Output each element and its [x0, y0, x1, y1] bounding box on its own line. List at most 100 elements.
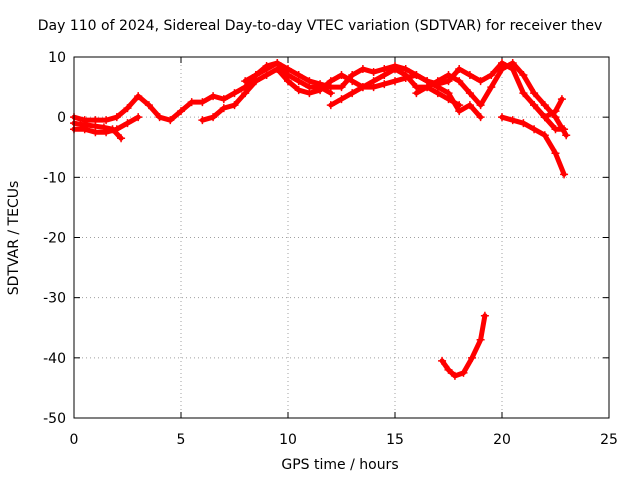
- data-point: [476, 113, 485, 122]
- data-point: [177, 107, 185, 116]
- data-point: [134, 92, 143, 101]
- data-point: [337, 95, 346, 104]
- data-point: [91, 116, 100, 125]
- data-point: [305, 77, 314, 86]
- data-point: [476, 101, 485, 110]
- y-tick-label: -20: [43, 231, 66, 247]
- y-tick-label: -50: [43, 411, 66, 427]
- x-axis-label: GPS time / hours: [281, 457, 399, 473]
- data-point: [468, 353, 477, 362]
- data-point: [391, 62, 399, 71]
- data-point: [369, 83, 378, 92]
- data-point: [519, 119, 528, 128]
- data-point: [102, 128, 111, 137]
- data-point: [423, 83, 432, 92]
- data-point: [465, 101, 474, 110]
- data-point: [241, 77, 250, 86]
- data-point: [219, 104, 228, 113]
- data-point: [209, 92, 218, 101]
- data-point: [459, 368, 468, 377]
- data-point: [348, 89, 357, 98]
- data-point: [251, 71, 260, 80]
- data-point: [444, 89, 453, 98]
- data-point: [412, 71, 421, 80]
- data-point: [134, 113, 143, 122]
- data-point: [444, 71, 453, 80]
- axis-ticks: 0 5 10 15 20 25 -50 -40 -30 -20 -10 0 10: [43, 50, 618, 448]
- chart-title: Day 110 of 2024, Sidereal Day-to-day VTE…: [37, 18, 603, 34]
- data-point: [498, 65, 506, 74]
- data-point: [294, 86, 303, 95]
- data-point: [551, 149, 560, 158]
- data-point: [551, 107, 560, 116]
- data-point: [284, 77, 292, 86]
- data-point: [262, 71, 271, 80]
- data-point: [91, 128, 100, 137]
- data-point: [519, 89, 528, 98]
- data-series: [70, 59, 571, 380]
- x-tick-label: 10: [279, 432, 297, 448]
- y-tick-label: 10: [48, 50, 66, 66]
- data-point: [144, 101, 153, 110]
- data-point: [540, 131, 549, 140]
- data-point: [412, 89, 421, 98]
- data-point: [369, 68, 378, 77]
- data-point: [391, 77, 399, 86]
- y-tick-label: -10: [43, 170, 66, 186]
- plot-frame: [73, 56, 610, 419]
- data-point: [230, 89, 239, 98]
- data-point: [476, 77, 485, 86]
- data-point: [487, 83, 496, 92]
- data-point: [450, 371, 459, 380]
- data-point: [123, 119, 132, 128]
- data-point: [187, 98, 196, 107]
- data-point: [401, 65, 410, 74]
- data-point: [198, 98, 207, 107]
- data-point: [326, 83, 335, 92]
- data-point: [241, 89, 250, 98]
- data-point: [326, 101, 335, 110]
- y-tick-label: -30: [43, 291, 66, 307]
- data-point: [433, 77, 442, 86]
- data-point: [316, 80, 325, 89]
- data-point: [465, 71, 474, 80]
- data-point: [455, 107, 464, 116]
- data-point: [551, 125, 560, 134]
- data-point: [80, 116, 89, 125]
- data-point: [123, 104, 132, 113]
- data-point: [117, 134, 126, 143]
- data-point: [337, 83, 346, 92]
- x-tick-label: 20: [493, 432, 511, 448]
- data-point: [476, 335, 485, 344]
- data-point: [380, 80, 389, 89]
- data-point: [166, 116, 175, 125]
- data-point: [438, 356, 447, 365]
- y-tick-label: 0: [57, 110, 66, 126]
- data-point: [273, 59, 282, 68]
- data-point: [305, 89, 314, 98]
- data-point: [380, 65, 389, 74]
- data-point: [465, 89, 474, 98]
- data-point: [508, 59, 517, 68]
- y-tick-label: -40: [43, 351, 66, 367]
- data-point: [540, 101, 549, 110]
- data-point: [557, 95, 566, 104]
- series-i-line: [531, 96, 565, 120]
- data-point: [444, 365, 453, 374]
- data-point: [455, 65, 464, 74]
- data-point: [358, 83, 367, 92]
- data-point: [219, 95, 228, 104]
- data-point: [348, 71, 357, 80]
- x-tick-label: 15: [386, 432, 404, 448]
- data-point: [230, 101, 239, 110]
- data-point: [80, 125, 89, 134]
- data-point: [487, 71, 496, 80]
- data-point: [112, 125, 121, 134]
- data-point: [358, 65, 367, 74]
- data-point: [401, 74, 410, 83]
- data-point: [498, 113, 506, 122]
- data-point: [102, 116, 111, 125]
- x-tick-label: 0: [70, 432, 79, 448]
- data-point: [198, 116, 207, 125]
